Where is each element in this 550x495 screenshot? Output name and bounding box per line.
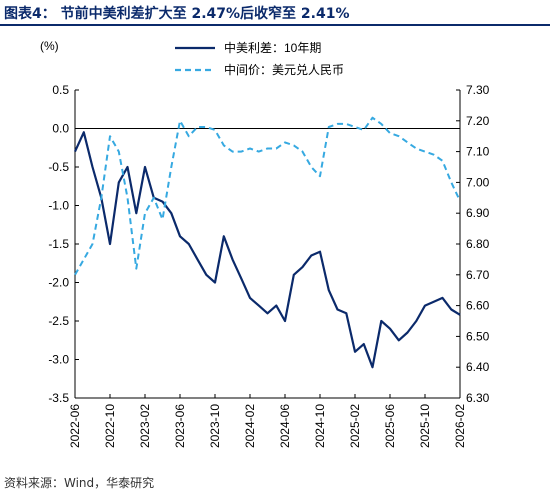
x-tick-label: 2024-06 bbox=[278, 404, 292, 448]
left-tick-label: -3.5 bbox=[48, 391, 69, 405]
right-tick-label: 6.30 bbox=[466, 391, 490, 405]
right-tick-label: 7.00 bbox=[466, 175, 490, 189]
left-tick-label: -0.5 bbox=[48, 160, 69, 174]
right-tick-label: 7.20 bbox=[466, 114, 490, 128]
left-tick-label: 0.0 bbox=[52, 122, 69, 136]
axes-group: 0.5 0.0 -0.5 -1.0 -1.5 -2.0 -2.5 -3.0 -3.5 7.30 7.… bbox=[40, 39, 490, 448]
x-tick-label: 2025-10 bbox=[418, 404, 432, 448]
x-tick-label: 2025-02 bbox=[348, 404, 362, 448]
series-line-fx bbox=[74, 116, 461, 276]
legend-label-spread: 中美利差：10年期 bbox=[224, 40, 321, 55]
right-tick-label: 6.50 bbox=[466, 329, 490, 343]
right-tick-label: 7.30 bbox=[466, 83, 490, 97]
series-group bbox=[73, 116, 461, 369]
left-tick-label: -2.0 bbox=[48, 276, 69, 290]
x-tick-label: 2023-10 bbox=[208, 404, 222, 448]
legend-label-fx: 中间价：美元兑人民币 bbox=[224, 62, 344, 77]
left-tick-label: -3.0 bbox=[48, 353, 69, 367]
right-tick-label: 6.60 bbox=[466, 299, 490, 313]
title-underline bbox=[0, 24, 550, 26]
x-tick-label: 2023-02 bbox=[138, 404, 152, 448]
x-tick-label: 2024-02 bbox=[243, 404, 257, 448]
left-axis-unit: (%) bbox=[40, 39, 59, 53]
x-tick-label: 2022-06 bbox=[68, 404, 82, 448]
x-tick-label: 2025-06 bbox=[383, 404, 397, 448]
right-tick-label: 6.80 bbox=[466, 237, 490, 251]
source-note: 资料来源：Wind，华泰研究 bbox=[4, 476, 155, 490]
series-line-spread bbox=[73, 131, 461, 369]
left-tick-label: -1.5 bbox=[48, 237, 69, 251]
left-tick-label: -2.5 bbox=[48, 314, 69, 328]
x-tick-label: 2022-10 bbox=[103, 404, 117, 448]
left-tick-label: -1.0 bbox=[48, 199, 69, 213]
x-tick-label: 2024-10 bbox=[313, 404, 327, 448]
left-tick-label: 0.5 bbox=[52, 83, 69, 97]
right-tick-label: 6.40 bbox=[466, 360, 490, 374]
right-tick-label: 7.10 bbox=[466, 145, 490, 159]
right-tick-label: 6.70 bbox=[466, 268, 490, 282]
chart-title: 图表4： 节前中美利差扩大至 2.47%后收窄至 2.41% bbox=[4, 6, 350, 22]
right-tick-label: 6.90 bbox=[466, 206, 490, 220]
x-tick-label: 2023-06 bbox=[173, 404, 187, 448]
x-tick-label: 2026-02 bbox=[453, 404, 467, 448]
